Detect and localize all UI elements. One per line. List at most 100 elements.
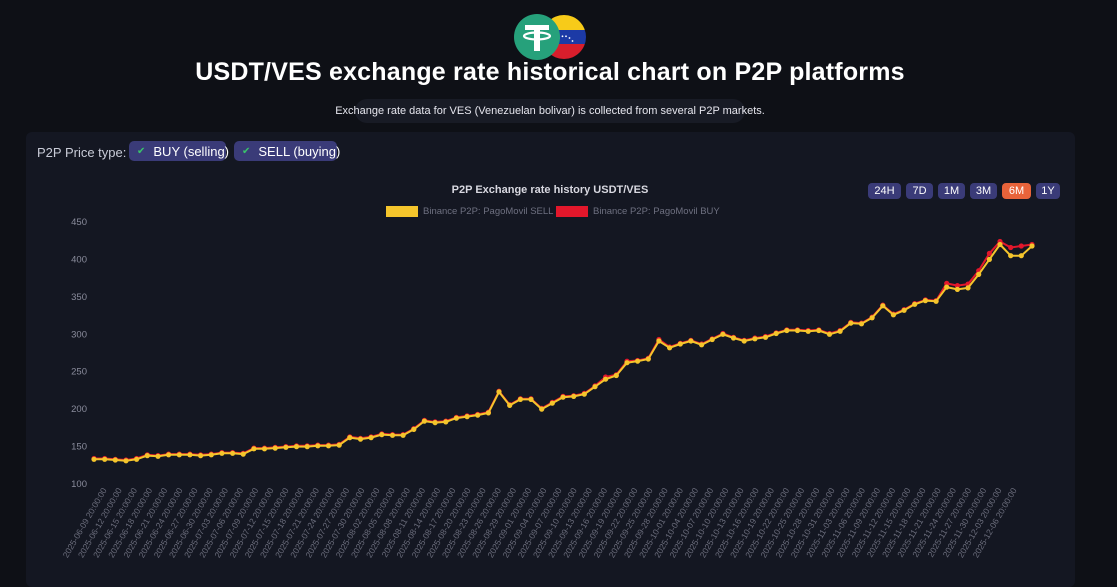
data-point-sell[interactable] bbox=[1018, 253, 1024, 259]
data-point-sell[interactable] bbox=[922, 298, 929, 304]
data-point-sell[interactable] bbox=[176, 452, 182, 458]
data-point-sell[interactable] bbox=[986, 256, 993, 262]
data-point-sell[interactable] bbox=[528, 396, 534, 402]
range-button-24h[interactable]: 24H bbox=[868, 183, 901, 199]
data-point-sell[interactable] bbox=[347, 435, 353, 441]
data-point-sell[interactable] bbox=[688, 338, 694, 344]
data-point-sell[interactable] bbox=[464, 414, 470, 420]
data-point-sell[interactable] bbox=[315, 443, 321, 449]
range-button-7d[interactable]: 7D bbox=[906, 183, 933, 199]
data-point-sell[interactable] bbox=[976, 271, 982, 277]
data-point-sell[interactable] bbox=[773, 330, 779, 337]
data-point-sell[interactable] bbox=[134, 456, 140, 462]
data-point-sell[interactable] bbox=[656, 338, 662, 344]
data-point-sell[interactable] bbox=[187, 452, 193, 458]
data-point-sell[interactable] bbox=[155, 453, 161, 459]
data-point-sell[interactable] bbox=[293, 444, 300, 450]
data-point-sell[interactable] bbox=[837, 328, 843, 334]
data-point-sell[interactable] bbox=[805, 328, 811, 334]
data-point-sell[interactable] bbox=[389, 432, 396, 438]
data-point-sell[interactable] bbox=[91, 456, 97, 462]
data-point-buy[interactable] bbox=[1018, 243, 1024, 249]
data-point-sell[interactable] bbox=[912, 301, 918, 307]
data-point-sell[interactable] bbox=[603, 376, 609, 382]
data-point-buy[interactable] bbox=[986, 250, 993, 256]
data-point-sell[interactable] bbox=[901, 307, 907, 313]
data-point-sell[interactable] bbox=[230, 450, 236, 456]
data-point-sell[interactable] bbox=[421, 418, 427, 424]
data-point-sell[interactable] bbox=[816, 327, 822, 334]
data-point-sell[interactable] bbox=[368, 435, 374, 441]
data-point-sell[interactable] bbox=[272, 445, 278, 451]
data-point-sell[interactable] bbox=[261, 446, 268, 452]
data-point-sell[interactable] bbox=[283, 444, 289, 450]
legend-item-sell[interactable]: Binance P2P: PagoMovil SELL bbox=[386, 204, 553, 218]
data-point-sell[interactable] bbox=[357, 436, 364, 442]
data-point-sell[interactable] bbox=[1029, 243, 1035, 249]
data-point-sell[interactable] bbox=[699, 342, 705, 348]
data-point-sell[interactable] bbox=[411, 426, 417, 432]
data-point-sell[interactable] bbox=[443, 419, 449, 425]
data-point-sell[interactable] bbox=[432, 420, 438, 426]
data-point-sell[interactable] bbox=[794, 327, 801, 334]
data-point-sell[interactable] bbox=[571, 393, 577, 399]
data-point-sell[interactable] bbox=[762, 334, 769, 340]
data-point-sell[interactable] bbox=[102, 456, 108, 462]
data-point-buy[interactable] bbox=[954, 283, 961, 289]
data-point-sell[interactable] bbox=[400, 432, 406, 438]
data-point-sell[interactable] bbox=[592, 384, 598, 390]
range-button-6m[interactable]: 6M bbox=[1002, 183, 1031, 199]
legend-item-buy[interactable]: Binance P2P: PagoMovil BUY bbox=[556, 204, 720, 218]
data-point-sell[interactable] bbox=[624, 360, 630, 366]
data-point-sell[interactable] bbox=[304, 444, 310, 450]
data-point-sell[interactable] bbox=[720, 331, 726, 337]
data-point-sell[interactable] bbox=[517, 396, 524, 402]
data-point-sell[interactable] bbox=[166, 452, 172, 458]
data-point-sell[interactable] bbox=[539, 406, 545, 412]
data-point-sell[interactable] bbox=[453, 415, 459, 421]
data-point-sell[interactable] bbox=[848, 320, 854, 326]
data-point-sell[interactable] bbox=[198, 453, 204, 459]
data-point-sell[interactable] bbox=[560, 394, 566, 400]
data-point-sell[interactable] bbox=[208, 452, 214, 458]
data-point-sell[interactable] bbox=[507, 402, 513, 408]
data-point-sell[interactable] bbox=[485, 410, 491, 416]
data-point-sell[interactable] bbox=[581, 391, 587, 397]
data-point-sell[interactable] bbox=[784, 327, 790, 334]
data-point-sell[interactable] bbox=[379, 432, 385, 438]
data-point-sell[interactable] bbox=[880, 303, 886, 309]
data-point-sell[interactable] bbox=[112, 457, 118, 463]
data-point-sell[interactable] bbox=[496, 389, 502, 395]
data-point-sell[interactable] bbox=[677, 341, 683, 347]
sell-toggle[interactable]: ✔ SELL (buying) bbox=[234, 141, 340, 161]
data-point-sell[interactable] bbox=[869, 315, 875, 321]
data-point-sell[interactable] bbox=[890, 312, 897, 318]
data-point-sell[interactable] bbox=[954, 286, 961, 292]
data-point-sell[interactable] bbox=[123, 458, 129, 464]
data-point-buy[interactable] bbox=[1008, 244, 1014, 251]
data-point-sell[interactable] bbox=[667, 345, 673, 351]
data-point-sell[interactable] bbox=[475, 412, 481, 418]
buy-toggle[interactable]: ✔ BUY (selling) bbox=[129, 141, 229, 161]
data-point-sell[interactable] bbox=[325, 443, 332, 449]
data-point-sell[interactable] bbox=[549, 400, 555, 406]
range-button-3m[interactable]: 3M bbox=[970, 183, 997, 199]
data-point-sell[interactable] bbox=[858, 321, 865, 327]
data-point-sell[interactable] bbox=[336, 442, 342, 448]
data-point-sell[interactable] bbox=[933, 298, 939, 304]
data-point-sell[interactable] bbox=[1008, 253, 1014, 259]
data-point-sell[interactable] bbox=[240, 451, 246, 457]
data-point-sell[interactable] bbox=[730, 335, 737, 341]
data-point-sell[interactable] bbox=[752, 336, 758, 342]
data-point-sell[interactable] bbox=[219, 450, 225, 456]
data-point-sell[interactable] bbox=[826, 331, 833, 337]
data-point-sell[interactable] bbox=[741, 338, 747, 344]
data-point-sell[interactable] bbox=[144, 453, 150, 459]
data-point-buy[interactable] bbox=[944, 280, 950, 286]
data-point-sell[interactable] bbox=[645, 356, 651, 362]
data-point-sell[interactable] bbox=[251, 446, 257, 452]
data-point-sell[interactable] bbox=[709, 336, 715, 343]
range-button-1m[interactable]: 1M bbox=[938, 183, 965, 199]
data-point-sell[interactable] bbox=[635, 358, 641, 364]
data-point-sell[interactable] bbox=[944, 284, 950, 290]
